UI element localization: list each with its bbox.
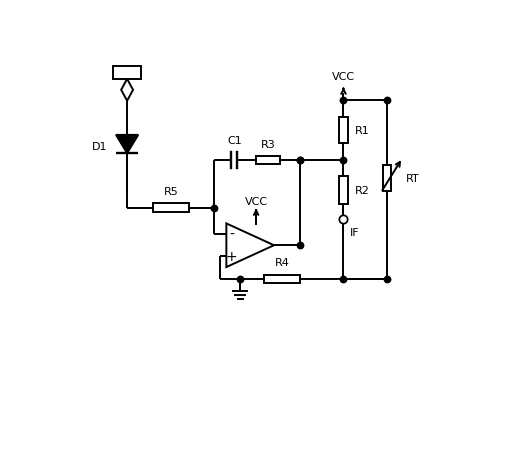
Bar: [153, 204, 189, 213]
Text: R5: R5: [163, 187, 178, 197]
Text: R3: R3: [260, 139, 276, 150]
Polygon shape: [226, 224, 274, 268]
Bar: [113, 67, 141, 80]
Text: PWM: PWM: [115, 69, 140, 78]
Bar: [339, 176, 348, 204]
Text: +: +: [226, 250, 237, 263]
Polygon shape: [116, 136, 138, 154]
Text: R2: R2: [355, 185, 370, 195]
Text: -: -: [229, 228, 234, 242]
Bar: [256, 156, 280, 164]
Bar: [339, 118, 348, 144]
Text: RT: RT: [405, 173, 419, 183]
Polygon shape: [121, 80, 133, 101]
Text: C1: C1: [227, 136, 242, 145]
Text: VCC: VCC: [245, 196, 268, 206]
Bar: [264, 275, 300, 284]
Text: IF: IF: [349, 228, 359, 238]
Text: D1: D1: [92, 142, 107, 152]
Text: R1: R1: [355, 126, 370, 136]
Bar: [383, 165, 392, 191]
Text: VCC: VCC: [332, 72, 355, 82]
Text: R4: R4: [275, 258, 289, 268]
